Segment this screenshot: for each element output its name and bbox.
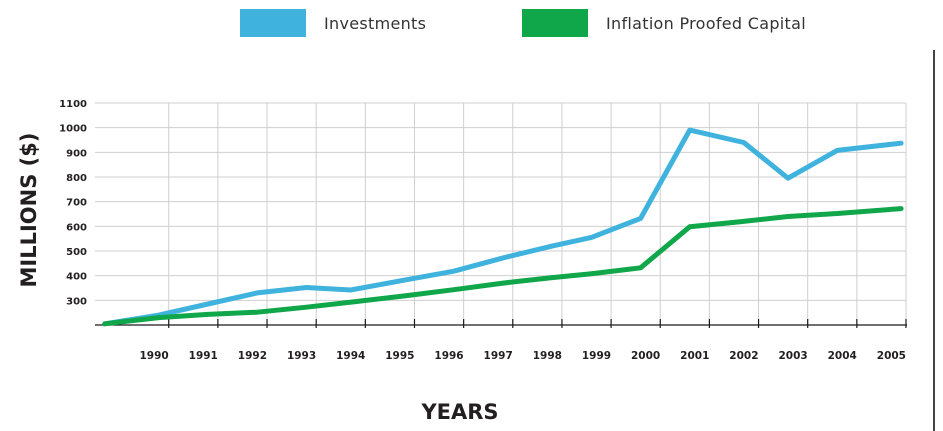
page-edge-rule <box>933 50 935 431</box>
y-axis-label: MILLIONS ($) <box>17 133 41 288</box>
y-tick-label: 900 <box>66 148 87 159</box>
x-tick-label: 1999 <box>582 350 611 362</box>
x-axis-label: YEARS <box>420 400 498 424</box>
y-tick-label: 1100 <box>59 99 87 110</box>
y-tick-label: 500 <box>66 247 87 258</box>
x-tick-label: 1997 <box>484 350 513 362</box>
x-tick-label: 1996 <box>434 350 463 362</box>
series-line-investments <box>105 130 901 324</box>
y-tick-label: 700 <box>66 198 87 209</box>
x-tick-label: 1991 <box>189 350 218 362</box>
x-tick-label: 1993 <box>287 350 316 362</box>
y-tick-label: 300 <box>66 296 87 307</box>
gridlines <box>95 103 906 325</box>
y-tick-label: 1000 <box>59 124 87 135</box>
x-tick-label: 2003 <box>778 350 807 362</box>
x-tick-label: 2005 <box>877 350 906 362</box>
x-tick-label: 1998 <box>533 350 562 362</box>
x-tick-label: 2001 <box>680 350 709 362</box>
x-tick-label: 2004 <box>828 350 857 362</box>
y-tick-label: 400 <box>66 272 87 283</box>
tick-labels: 300 400 500 600 700 800 900 1000 1100 1990 1991 199… <box>59 99 906 362</box>
y-tick-label: 800 <box>66 173 87 184</box>
x-tick-label: 1990 <box>139 350 168 362</box>
x-tick-label: 1995 <box>385 350 414 362</box>
x-tick-label: 1992 <box>238 350 267 362</box>
x-tick-label: 2002 <box>729 350 758 362</box>
x-tick-label: 1994 <box>336 350 365 362</box>
axes <box>95 319 907 328</box>
y-tick-label: 600 <box>66 222 87 233</box>
x-tick-label: 2000 <box>631 350 660 362</box>
series-lines <box>105 130 901 324</box>
